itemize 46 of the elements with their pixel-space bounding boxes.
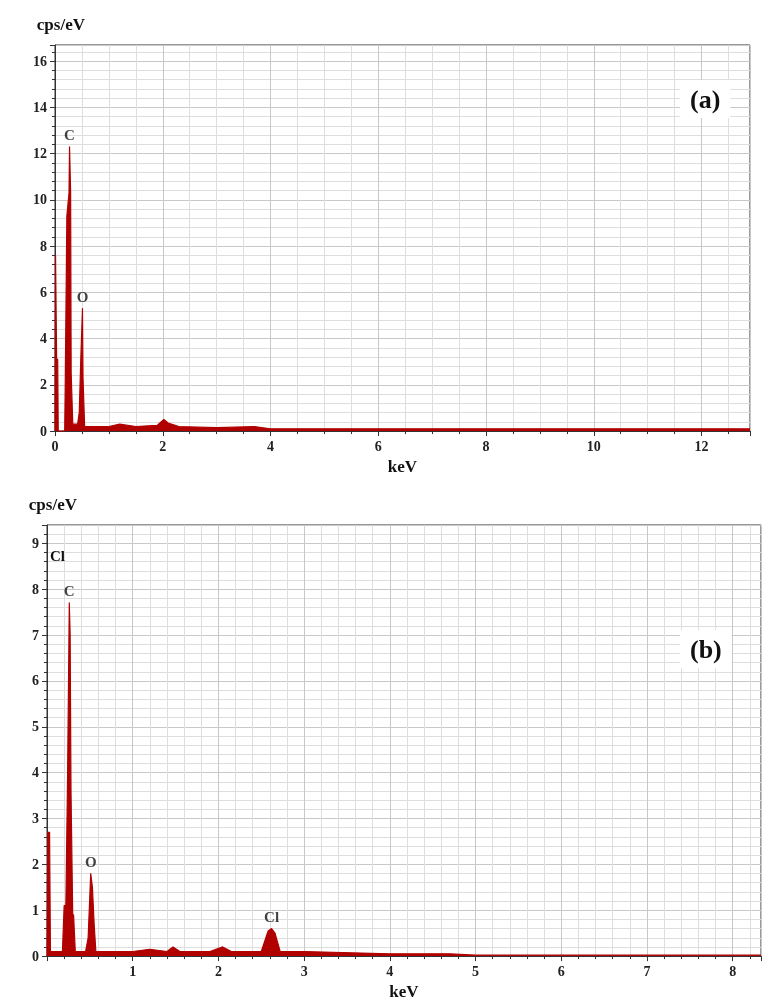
y-tick-label: 9 xyxy=(32,535,39,551)
y-tick-label: 2 xyxy=(40,377,47,393)
annotation: Cl xyxy=(264,909,280,926)
x-tick-label: 6 xyxy=(557,963,565,979)
y-tick-label: 2 xyxy=(32,856,39,872)
x-tick-label: 7 xyxy=(643,963,651,979)
y-tick-label: 4 xyxy=(40,331,47,347)
y-tick-label: 3 xyxy=(32,811,39,827)
x-tick-label: 6 xyxy=(374,438,382,454)
y-tick-label: 8 xyxy=(32,581,39,597)
x-tick-label: 4 xyxy=(386,963,394,979)
y-tick-label: 5 xyxy=(32,719,39,735)
annotation: C xyxy=(63,583,75,600)
x-tick-label: 8 xyxy=(482,438,490,454)
x-tick-label: 4 xyxy=(267,438,274,454)
x-tick-label: 2 xyxy=(159,438,167,454)
annotation: Cl xyxy=(50,547,65,564)
x-axis-title: keV xyxy=(389,982,420,1001)
y-tick-label: 0 xyxy=(32,948,39,964)
x-tick-label: 3 xyxy=(300,963,308,979)
y-tick-label: 4 xyxy=(32,765,39,781)
y-tick-label: 8 xyxy=(40,238,47,254)
annotation: (a) xyxy=(690,84,721,114)
annotation: O xyxy=(76,289,89,306)
x-axis-title: keV xyxy=(387,457,418,476)
x-tick-label: 8 xyxy=(729,963,737,979)
x-tick-label: 1 xyxy=(129,963,137,979)
y-axis-title: cps/eV xyxy=(28,495,78,514)
y-tick-label: 16 xyxy=(33,53,47,69)
y-tick-label: 1 xyxy=(32,902,39,918)
x-tick-label: 10 xyxy=(586,438,601,454)
y-axis-title: cps/eV xyxy=(36,15,86,34)
y-tick-label: 14 xyxy=(33,99,47,115)
y-tick-label: 6 xyxy=(40,284,47,300)
annotation: C xyxy=(64,127,75,144)
x-tick-label: 12 xyxy=(694,438,709,454)
x-tick-label: 5 xyxy=(472,963,480,979)
x-tick-label: 0 xyxy=(51,438,59,454)
annotation: (b) xyxy=(690,634,722,664)
annotation: O xyxy=(84,854,97,871)
y-tick-label: 12 xyxy=(33,146,47,162)
y-tick-label: 10 xyxy=(33,192,47,208)
y-tick-label: 7 xyxy=(32,627,39,643)
y-tick-label: 6 xyxy=(32,673,39,689)
y-tick-label: 0 xyxy=(40,423,47,439)
x-tick-label: 2 xyxy=(214,963,222,979)
